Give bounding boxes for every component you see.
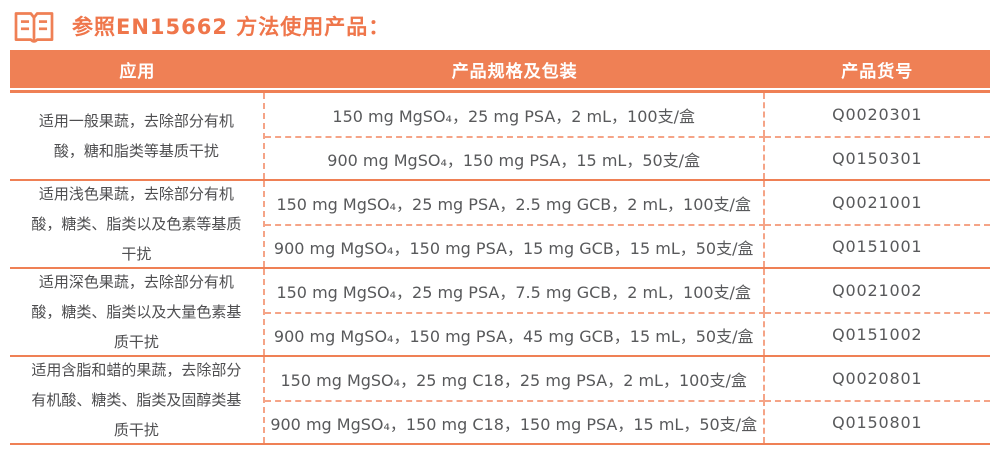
column-header-catalog: 产品货号 bbox=[841, 61, 914, 82]
table-group: 适用浅色果蔬，去除部分有机酸，糖类、脂类以及色素等基质干扰 150 mg MgS… bbox=[10, 181, 990, 269]
header-divider-line bbox=[10, 90, 990, 93]
column-header-spec: 产品规格及包装 bbox=[451, 61, 578, 82]
table-group: 适用一般果蔬，去除部分有机酸，糖和脂类等基质干扰 150 mg MgSO₄，25… bbox=[10, 93, 990, 181]
application-cell: 适用深色果蔬，去除部分有机酸，糖类、脂类以及大量色素基质干扰 bbox=[10, 269, 265, 355]
table-group: 适用含脂和蜡的果蔬，去除部分有机酸、糖类、脂类及固醇类基质干扰 150 mg M… bbox=[10, 357, 990, 445]
spec-cell: 900 mg MgSO₄，150 mg C18，150 mg PSA，15 mL… bbox=[264, 400, 765, 443]
header-divider-gap bbox=[10, 88, 990, 90]
page-title: 参照EN15662 方法使用产品： bbox=[72, 14, 391, 39]
open-book-icon bbox=[14, 12, 54, 43]
spec-cell: 150 mg MgSO₄，25 mg C18，25 mg PSA，2 mL，10… bbox=[265, 357, 765, 400]
catalog-cell: Q0020801 bbox=[832, 369, 923, 388]
spec-cell: 150 mg MgSO₄，25 mg PSA，2 mL，100支/盒 bbox=[265, 93, 765, 136]
catalog-cell: Q0150301 bbox=[764, 136, 990, 179]
application-cell: 适用含脂和蜡的果蔬，去除部分有机酸、糖类、脂类及固醇类基质干扰 bbox=[10, 357, 265, 443]
catalog-cell: Q0151001 bbox=[764, 224, 990, 267]
catalog-cell: Q0021001 bbox=[832, 193, 923, 212]
application-cell: 适用浅色果蔬，去除部分有机酸，糖类、脂类以及色素等基质干扰 bbox=[10, 181, 265, 267]
catalog-cell: Q0151002 bbox=[764, 312, 990, 355]
table-group: 适用深色果蔬，去除部分有机酸，糖类、脂类以及大量色素基质干扰 150 mg Mg… bbox=[10, 269, 990, 357]
spec-cell: 150 mg MgSO₄，25 mg PSA，7.5 mg GCB，2 mL，1… bbox=[265, 269, 765, 312]
spec-cell: 900 mg MgSO₄，150 mg PSA，15 mg GCB，15 mL，… bbox=[264, 224, 765, 267]
spec-cell: 900 mg MgSO₄，150 mg PSA，15 mL，50支/盒 bbox=[264, 136, 765, 179]
column-header-application: 应用 bbox=[119, 61, 156, 82]
product-table: 应用 产品规格及包装 产品货号 适用一般果蔬，去除部分有机酸，糖和脂类等基质干扰… bbox=[10, 50, 990, 445]
section-header: 参照EN15662 方法使用产品： bbox=[10, 6, 990, 48]
spec-cell: 900 mg MgSO₄，150 mg PSA，45 mg GCB，15 mL，… bbox=[264, 312, 765, 355]
application-cell: 适用一般果蔬，去除部分有机酸，糖和脂类等基质干扰 bbox=[10, 93, 265, 179]
catalog-cell: Q0020301 bbox=[832, 105, 923, 124]
catalog-cell: Q0021002 bbox=[832, 281, 923, 300]
spec-cell: 150 mg MgSO₄，25 mg PSA，2.5 mg GCB，2 mL，1… bbox=[265, 181, 765, 224]
table-header-row: 应用 产品规格及包装 产品货号 bbox=[10, 50, 990, 88]
catalog-cell: Q0150801 bbox=[764, 400, 990, 443]
